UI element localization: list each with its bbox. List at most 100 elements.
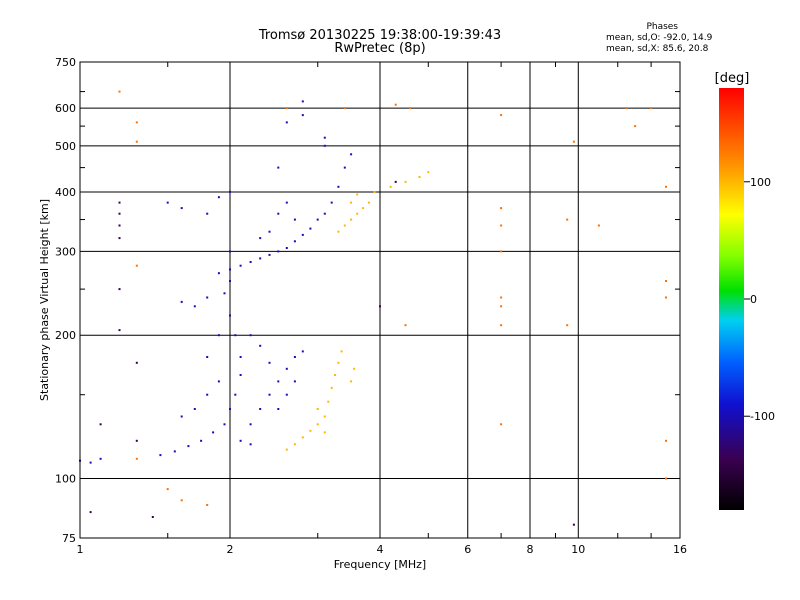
data-point [229,190,231,193]
colorbar [719,88,744,510]
chart-subtitle: RwPretec (8p) [334,41,426,56]
data-point [350,218,353,221]
data-point [373,190,376,193]
data-point [229,250,231,253]
data-point [394,180,397,183]
y-tick-label: 600 [55,102,76,115]
data-point [625,107,628,110]
data-point [259,257,262,260]
data-point [268,393,271,396]
data-point [293,356,296,358]
data-point [389,185,392,188]
data-point [327,400,330,403]
y-tick-label: 300 [55,245,76,258]
data-point [301,350,304,353]
data-point [309,227,312,230]
x-tick-labels: 1 2 4 6 8 10 16 [77,543,688,556]
data-point [118,201,121,204]
data-point [566,218,569,221]
data-point [268,361,271,364]
x-axis-label: Frequency [MHz] [334,558,426,571]
data-point [323,212,326,215]
y-tick-labels: 75 100 200 300 400 500 600 750 [55,56,76,545]
data-point [427,171,430,174]
data-point [309,429,312,432]
data-point [337,230,340,233]
data-point [135,457,138,460]
data-point [151,516,154,518]
data-point [89,511,92,514]
data-point [212,431,215,434]
colorbar-tick-label: -100 [750,410,775,423]
data-point [118,90,121,93]
data-point [323,136,326,139]
data-point [239,356,242,358]
data-point [118,288,121,291]
data-point [500,305,503,308]
data-point [118,237,121,240]
data-point [223,423,226,426]
data-point [356,193,359,196]
data-point [500,296,503,299]
data-point [367,201,370,204]
data-point [500,250,503,253]
y-tick-label: 75 [62,532,76,545]
stats-line-x: mean, sd,X: 85.6, 20.8 [606,44,709,54]
data-point [293,218,296,221]
data-point [665,185,667,188]
colorbar-ticks: 100 0 -100 [744,176,775,423]
data-point [285,107,288,110]
data-point [268,230,271,233]
y-tick-label: 200 [55,329,76,342]
data-point [118,329,121,332]
data-point [293,443,296,446]
data-point [301,114,304,117]
data-point [135,361,138,364]
data-point [334,374,337,376]
y-axis-label: Stationary phase Virtual Height [km] [38,199,51,401]
data-point [229,314,231,317]
data-point [99,423,102,426]
data-point [234,334,237,337]
data-point [159,454,162,457]
data-point [330,386,333,389]
data-point [217,272,220,275]
data-point [418,176,421,178]
chart-title: Tromsø 20130225 19:38:00-19:39:43 [258,28,502,43]
phase-stats: Phases mean, sd,O: -92.0, 14.9 mean, sd,… [606,22,712,55]
data-point [206,504,209,506]
data-point [404,324,407,327]
data-point [277,380,280,383]
data-point [277,166,280,169]
data-point [277,408,280,410]
data-point [239,264,242,267]
data-point [249,423,252,426]
data-point [330,201,333,204]
data-point [572,140,575,143]
data-point [597,224,600,227]
data-point [277,250,280,253]
data-point [665,477,667,480]
x-tick-label: 2 [227,543,234,556]
data-point [301,100,304,103]
data-point [665,439,667,442]
data-point [665,296,667,299]
data-point [234,393,237,396]
data-point [634,125,637,128]
data-point [229,408,231,410]
data-point [379,305,381,308]
data-point [343,224,346,227]
data-point [259,408,262,410]
data-point [99,457,102,460]
data-point [249,334,252,337]
grid-lines [80,62,680,538]
data-point [206,212,209,215]
data-point [285,201,288,204]
data-point [350,153,353,156]
data-point [340,350,343,353]
data-point [193,408,196,410]
colorbar-tick-label: 100 [750,176,771,189]
data-point [239,439,242,442]
data-point [229,268,231,271]
